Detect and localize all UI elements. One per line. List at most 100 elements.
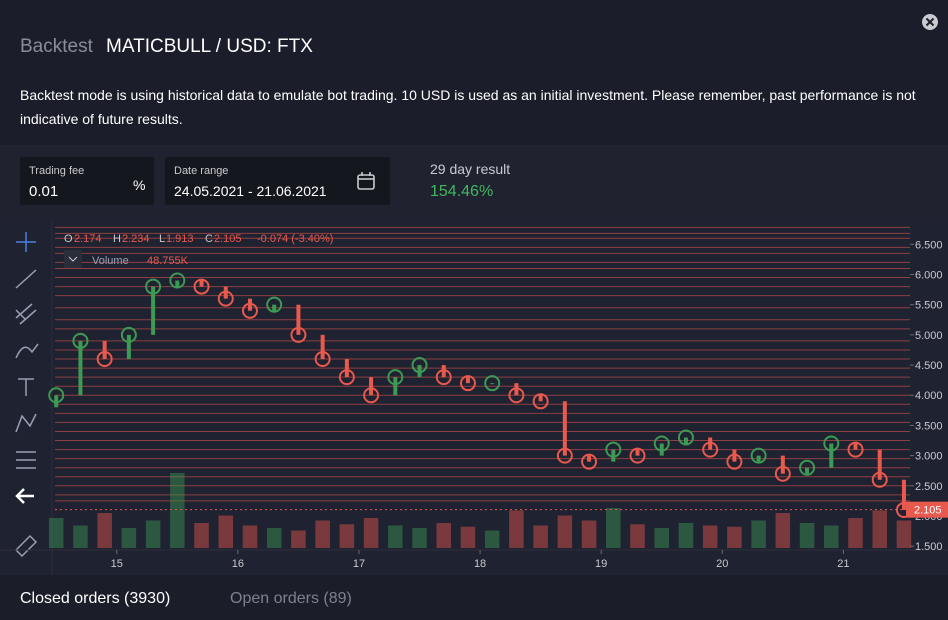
y-tick-label: 5.500 <box>915 300 943 312</box>
order-marker <box>435 369 452 386</box>
order-marker <box>459 375 476 392</box>
order-marker <box>726 453 743 470</box>
volume-bar <box>727 526 742 548</box>
candle-body <box>78 340 83 396</box>
candle-body <box>538 395 543 402</box>
candle-body <box>587 455 592 462</box>
legend-change: -0.074 (-3.40%) <box>257 233 333 245</box>
header-panel: Backtest MATICBULL / USD: FTX Backtest m… <box>0 0 948 145</box>
order-marker <box>387 369 404 386</box>
order-marker <box>96 351 113 368</box>
candle-body <box>683 437 688 444</box>
x-tick-label: 19 <box>595 558 607 570</box>
tab-active[interactable]: Closed orders (3930) <box>20 590 171 607</box>
pattern-tool[interactable] <box>15 413 37 433</box>
volume-toggle[interactable] <box>64 250 82 268</box>
order-marker <box>120 326 137 343</box>
fib-tool[interactable] <box>15 303 37 325</box>
legend-value: 2.174 <box>74 233 102 245</box>
volume-bar <box>145 520 161 548</box>
volume-bar <box>606 508 621 548</box>
volume-bar <box>678 523 694 548</box>
field-value: 24.05.2021 - 21.06.2021 <box>174 183 327 199</box>
candle-body <box>901 479 906 510</box>
volume-bar <box>121 528 137 548</box>
volume-bar <box>436 523 452 548</box>
volume-value: 48.755K <box>147 255 189 267</box>
chart: 6.500 6.000 5.500 5.000 4.500 4.000 3.500 3.000… <box>0 220 948 575</box>
candle-body <box>829 443 834 468</box>
candle-body <box>853 443 858 450</box>
field-label: Trading fee <box>29 165 85 177</box>
calendar-icon[interactable] <box>356 171 376 191</box>
text-tool[interactable] <box>18 378 34 396</box>
order-marker <box>871 471 888 488</box>
field-label: Date range <box>174 165 229 177</box>
volume-bar <box>533 525 548 548</box>
order-marker <box>702 441 719 458</box>
volume-bar <box>509 510 524 548</box>
y-tick-label: 4.000 <box>915 390 943 402</box>
order-marker <box>338 369 355 386</box>
order-marker <box>847 441 864 458</box>
chart-background <box>0 220 948 575</box>
toolbar <box>14 232 39 558</box>
volume-bar <box>194 523 209 548</box>
x-tick-label: 16 <box>232 558 244 570</box>
volume-bar <box>266 528 282 548</box>
legend-label: O <box>64 233 73 245</box>
line-tool[interactable] <box>15 269 37 289</box>
volume-bar <box>363 518 379 548</box>
volume-label: Volume <box>92 255 129 267</box>
candle-body <box>877 449 882 480</box>
y-tick-label: 3.500 <box>915 420 943 432</box>
header-label: Backtest <box>20 36 93 57</box>
volume-bar <box>557 515 573 548</box>
candle-body <box>320 334 325 360</box>
volume-bar <box>97 513 112 548</box>
ruler-tool[interactable] <box>14 534 38 558</box>
brush-tool[interactable] <box>15 343 39 359</box>
order-marker <box>799 459 816 476</box>
back-tool[interactable] <box>15 488 34 504</box>
candle-body <box>199 280 204 287</box>
order-marker <box>532 393 549 410</box>
order-marker <box>677 429 694 446</box>
measure-tool[interactable] <box>16 451 36 469</box>
order-marker <box>823 435 840 452</box>
volume-bar <box>654 528 670 548</box>
candle-body <box>780 455 785 474</box>
x-tick-label: 18 <box>474 558 486 570</box>
x-tick-label: 17 <box>353 558 365 570</box>
order-marker <box>653 435 670 452</box>
last-price-label: 2.105 <box>914 505 942 517</box>
order-marker <box>411 357 428 374</box>
volume-bar <box>218 515 234 548</box>
chevron <box>68 256 78 262</box>
trading-fee-field[interactable]: Trading fee 0.01 % <box>20 157 154 205</box>
volume-bar <box>412 528 427 548</box>
crosshair-tool[interactable] <box>16 232 36 252</box>
order-marker <box>169 272 186 289</box>
close-button[interactable] <box>920 12 940 32</box>
legend-value: 1.913 <box>166 233 194 245</box>
order-marker <box>508 387 525 404</box>
tab[interactable]: Open orders (89) <box>230 590 352 607</box>
candle-body <box>272 304 277 311</box>
volume-bar <box>799 523 815 548</box>
volume-bar <box>48 518 64 548</box>
order-marker <box>629 447 646 464</box>
last-price-box <box>906 501 948 518</box>
y-tick-label: 6.500 <box>915 239 943 251</box>
order-marker <box>290 326 307 343</box>
volume-bar <box>751 520 766 548</box>
candle-body <box>344 359 349 378</box>
order-marker <box>314 351 331 368</box>
candle-body <box>393 377 398 396</box>
date-range-field[interactable]: Date range 24.05.2021 - 21.06.2021 <box>165 157 390 205</box>
ohlc-legend: O 2.174 H 2.234 L 1.913 C 2.105 -0.074 (… <box>64 233 333 268</box>
order-marker <box>266 296 283 313</box>
volume-bar <box>460 526 476 548</box>
legend-label: C <box>205 233 213 245</box>
